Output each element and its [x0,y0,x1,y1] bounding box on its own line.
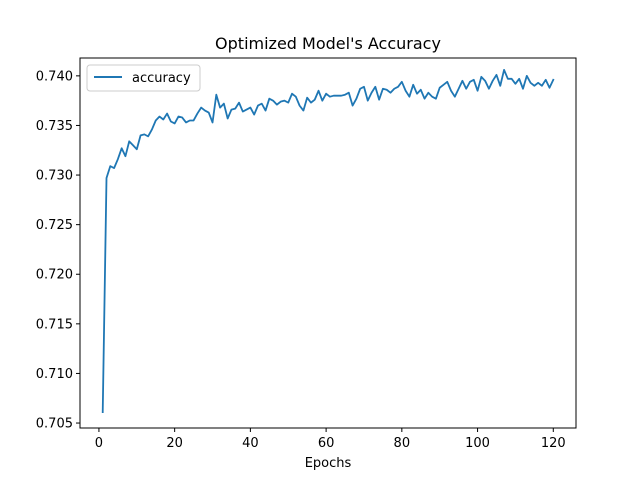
x-tick-label: 80 [394,436,411,451]
x-tick-label: 60 [318,436,335,451]
legend: accuracy [86,64,201,92]
series-line-accuracy [101,69,555,414]
y-tick-label: 0.740 [36,69,73,84]
legend-box [86,64,201,92]
y-tick-label: 0.720 [36,268,73,283]
x-tick-label: 100 [465,436,490,451]
y-tick-label: 0.730 [36,169,73,184]
x-tick-label: 40 [242,436,259,451]
y-tick-label: 0.715 [36,317,73,332]
y-tick-label: 0.735 [36,119,73,134]
chart-title: Optimized Model's Accuracy [215,34,441,53]
series-layer [101,69,555,414]
plot-frame [79,57,577,429]
legend-label: accuracy [132,71,191,86]
x-axis-label: Epochs [305,456,352,471]
y-axis-ticks: 0.705 0.710 0.715 0.720 0.725 0.730 0.735 0.740 [36,69,80,432]
y-tick-label: 0.710 [36,367,73,382]
y-tick-label: 0.705 [36,417,73,432]
y-tick-label: 0.725 [36,218,73,233]
x-tick-label: 120 [541,436,566,451]
x-axis-ticks: 0 20 40 60 80 100 120 [95,428,566,451]
x-tick-label: 0 [95,436,103,451]
x-tick-label: 20 [166,436,183,451]
